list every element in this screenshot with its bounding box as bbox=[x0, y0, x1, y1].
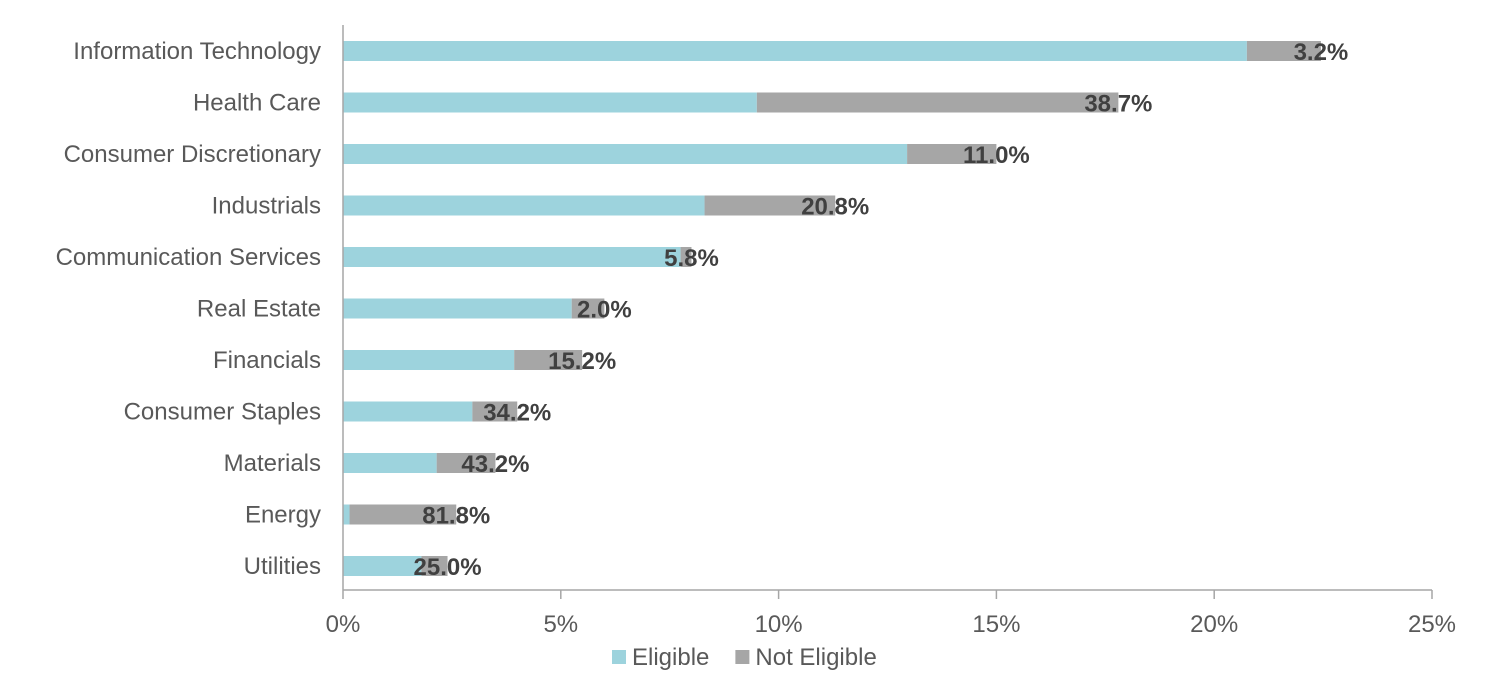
data-label-consumer-staples: 34.2% bbox=[483, 400, 551, 427]
x-tick-label: 15% bbox=[972, 611, 1020, 638]
bar-eligible-financials bbox=[343, 350, 515, 370]
bar-not-eligible-utilities bbox=[421, 556, 448, 576]
bar-eligible-utilities bbox=[343, 556, 422, 576]
bar-eligible-energy bbox=[343, 504, 350, 525]
bar-not-eligible-financials bbox=[514, 350, 583, 370]
data-label-industrials: 20.8% bbox=[801, 194, 869, 221]
bar-not-eligible-consumer-staples bbox=[472, 401, 518, 422]
bar-eligible-industrials bbox=[343, 195, 705, 216]
x-tick-label: 0% bbox=[326, 611, 361, 638]
data-label-financials: 15.2% bbox=[548, 348, 616, 375]
bar-eligible-information-technology bbox=[343, 41, 1247, 61]
category-label-materials: Materials bbox=[224, 450, 321, 477]
legend-label-eligible: Eligible bbox=[632, 644, 709, 671]
bar-eligible-health-care bbox=[343, 92, 757, 113]
x-axis: 0% 5% 10% 15% 20% 25% bbox=[326, 25, 1456, 638]
bar-not-eligible-energy bbox=[349, 504, 457, 525]
legend-swatch-not-eligible bbox=[735, 650, 750, 664]
legend-label-not-eligible: Not Eligible bbox=[755, 644, 876, 671]
data-labels: 3.2% 38.7% 11.0% 20.8% 5.8% 2.0% 15.2% 34.2% 43.… bbox=[414, 39, 1349, 581]
legend-swatch-eligible bbox=[612, 650, 626, 664]
bar-not-eligible-materials bbox=[436, 453, 496, 473]
bars-layer bbox=[343, 41, 1321, 576]
bar-not-eligible-health-care bbox=[756, 92, 1119, 113]
x-tick-label: 20% bbox=[1190, 611, 1238, 638]
category-label-financials: Financials bbox=[213, 347, 321, 374]
category-label-real-estate: Real Estate bbox=[197, 296, 321, 323]
bar-eligible-real-estate bbox=[343, 298, 572, 319]
category-label-utilities: Utilities bbox=[244, 553, 321, 580]
category-label-energy: Energy bbox=[245, 502, 321, 529]
data-label-health-care: 38.7% bbox=[1084, 91, 1152, 118]
bar-not-eligible-communication-services bbox=[680, 247, 692, 267]
bar-not-eligible-consumer-discretionary bbox=[907, 144, 997, 164]
category-label-health-care: Health Care bbox=[193, 90, 321, 117]
x-tick-label: 10% bbox=[755, 611, 803, 638]
category-label-consumer-staples: Consumer Staples bbox=[124, 399, 321, 426]
category-label-consumer-discretionary: Consumer Discretionary bbox=[64, 141, 321, 168]
bar-not-eligible-real-estate bbox=[571, 298, 605, 319]
bar-eligible-consumer-staples bbox=[343, 401, 473, 422]
legend: Eligible Not Eligible bbox=[612, 644, 877, 671]
bar-eligible-communication-services bbox=[343, 247, 681, 267]
bar-not-eligible-information-technology bbox=[1246, 41, 1321, 61]
data-label-consumer-discretionary: 11.0% bbox=[963, 142, 1030, 169]
category-label-communication-services: Communication Services bbox=[56, 244, 321, 271]
category-label-information-technology: Information Technology bbox=[73, 38, 321, 65]
category-label-industrials: Industrials bbox=[212, 193, 321, 220]
bar-eligible-consumer-discretionary bbox=[343, 144, 908, 164]
data-label-energy: 81.8% bbox=[422, 503, 490, 530]
x-tick-label: 25% bbox=[1408, 611, 1456, 638]
data-label-utilities: 25.0% bbox=[414, 554, 482, 581]
data-label-information-technology: 3.2% bbox=[1294, 39, 1349, 66]
bar-not-eligible-industrials bbox=[704, 195, 836, 216]
bar-eligible-materials bbox=[343, 453, 437, 473]
x-tick-label: 5% bbox=[543, 611, 578, 638]
category-labels: Information Technology Health Care Consume… bbox=[56, 38, 321, 580]
data-label-materials: 43.2% bbox=[461, 451, 529, 478]
data-label-real-estate: 2.0% bbox=[577, 297, 632, 324]
data-label-communication-services: 5.8% bbox=[664, 245, 719, 272]
